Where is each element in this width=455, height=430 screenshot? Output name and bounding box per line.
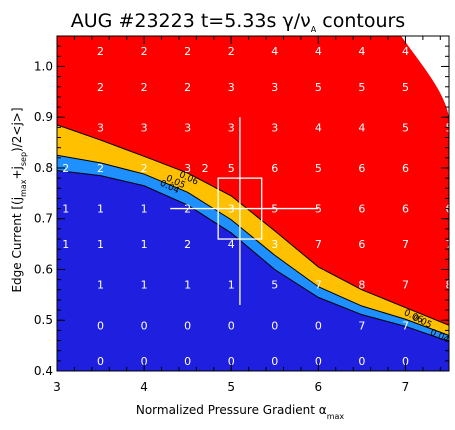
- grid-value: 7: [402, 319, 409, 332]
- grid-value: 5: [402, 81, 409, 94]
- grid-value: 6: [402, 162, 409, 175]
- grid-value: 4: [358, 45, 365, 58]
- grid-value: 1: [62, 238, 69, 251]
- grid-value: 4: [271, 45, 278, 58]
- y-tick-label: 0.6: [34, 262, 53, 276]
- grid-value: 2: [141, 162, 148, 175]
- grid-value: 2: [141, 45, 148, 58]
- grid-value: 0: [97, 355, 104, 368]
- chart-title: AUG #23223 t=5.33s γ/νA contours: [71, 10, 405, 34]
- grid-value: 2: [62, 162, 69, 175]
- grid-value: 1: [228, 279, 235, 292]
- x-tick-label: 5: [227, 380, 235, 394]
- grid-value: 1: [184, 279, 191, 292]
- grid-value: 7: [402, 238, 409, 251]
- grid-value: 3: [228, 81, 235, 94]
- operating-point-marker: [170, 117, 319, 306]
- grid-value: 3: [141, 121, 148, 134]
- grid-value: 1: [141, 238, 148, 251]
- grid-value: 3: [184, 121, 191, 134]
- grid-value: 5: [402, 121, 409, 134]
- grid-value: 0: [97, 319, 104, 332]
- grid-value: 2: [228, 45, 235, 58]
- grid-value: 5: [228, 162, 235, 175]
- grid-value: 4: [315, 45, 322, 58]
- y-tick-label: 0.7: [34, 212, 53, 226]
- grid-value: 4: [402, 45, 409, 58]
- grid-value: 0: [315, 355, 322, 368]
- grid-value: 2: [202, 162, 209, 175]
- grid-value: 3: [271, 81, 278, 94]
- grid-value: 1: [141, 203, 148, 216]
- grid-value: 4: [315, 121, 322, 134]
- x-axis-label: Normalized Pressure Gradient αmax: [136, 403, 345, 421]
- grid-value: 5: [271, 279, 278, 292]
- grid-value: 6: [271, 162, 278, 175]
- grid-value: 3: [271, 121, 278, 134]
- grid-value: 6: [402, 203, 409, 216]
- y-tick-label: 1.0: [34, 59, 53, 73]
- axes: 3 4 5 6 7 0.4 0.5 0.6 0.7 0.8 0.9 1.0: [34, 35, 450, 394]
- grid-value: 3: [271, 238, 278, 251]
- grid-value: 1: [97, 238, 104, 251]
- stable-region: [57, 170, 449, 371]
- blank-corner: [401, 36, 449, 118]
- grid-value: 2: [184, 238, 191, 251]
- grid-value: 3: [184, 162, 191, 175]
- contour-line-0.06: [57, 124, 449, 326]
- grid-value: 0: [271, 319, 278, 332]
- y-axis-label: Edge Current [(jmax+jsep)/2<j>]: [10, 107, 28, 292]
- x-tick-label: 7: [402, 380, 410, 394]
- grid-value: 5: [315, 162, 322, 175]
- grid-value: 0: [141, 355, 148, 368]
- grid-value: 0: [402, 355, 409, 368]
- grid-value: 2: [184, 81, 191, 94]
- grid-value: 5: [315, 81, 322, 94]
- grid-value: 0: [228, 319, 235, 332]
- y-tick-label: 0.5: [34, 313, 53, 327]
- grid-value: 0: [141, 319, 148, 332]
- grid-value: 2: [141, 81, 148, 94]
- grid-value: 0: [271, 355, 278, 368]
- grid-value: 0: [358, 355, 365, 368]
- grid-value: 0: [228, 355, 235, 368]
- grid-value: 7: [358, 319, 365, 332]
- grid-value: 7: [315, 279, 322, 292]
- y-tick-label: 0.9: [34, 110, 53, 124]
- grid-value: 0: [184, 319, 191, 332]
- grid-value: 4: [228, 238, 235, 251]
- grid-value: 1: [97, 279, 104, 292]
- x-tick-label: 6: [315, 380, 323, 394]
- grid-value: 3: [97, 121, 104, 134]
- grid-value: 0: [184, 355, 191, 368]
- grid-value: 7: [402, 279, 409, 292]
- grid-value: 0: [315, 319, 322, 332]
- y-tick-label: 0.4: [34, 364, 53, 378]
- grid-value: 2: [97, 45, 104, 58]
- plot-area: [57, 36, 449, 371]
- grid-value: 1: [62, 203, 69, 216]
- grid-value: 3: [228, 121, 235, 134]
- grid-value: 4: [358, 121, 365, 134]
- grid-value: 5: [358, 81, 365, 94]
- x-tick-label: 4: [140, 380, 148, 394]
- grid-value: 6: [358, 203, 365, 216]
- grid-value: 2: [97, 162, 104, 175]
- grid-value: 6: [358, 238, 365, 251]
- plot-frame: [56, 35, 450, 372]
- grid-value: 7: [315, 238, 322, 251]
- grid-value: 2: [184, 45, 191, 58]
- contour-line-0.05: [57, 154, 449, 336]
- y-tick-label: 0.8: [34, 161, 53, 175]
- grid-value: 8: [358, 279, 365, 292]
- grid-value: 1: [141, 279, 148, 292]
- grid-value: 2: [97, 81, 104, 94]
- grid-value: 1: [97, 203, 104, 216]
- contour-line-0.04: [57, 170, 449, 343]
- x-tick-label: 3: [53, 380, 61, 394]
- grid-value: 6: [358, 162, 365, 175]
